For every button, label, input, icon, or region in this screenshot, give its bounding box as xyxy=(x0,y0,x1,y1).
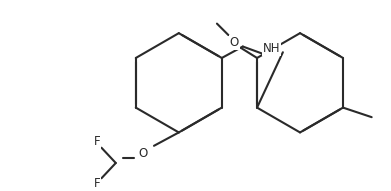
Text: NH: NH xyxy=(263,42,280,55)
Text: O: O xyxy=(230,36,239,49)
Text: F: F xyxy=(93,177,100,190)
Text: O: O xyxy=(138,147,147,160)
Text: F: F xyxy=(93,135,100,148)
